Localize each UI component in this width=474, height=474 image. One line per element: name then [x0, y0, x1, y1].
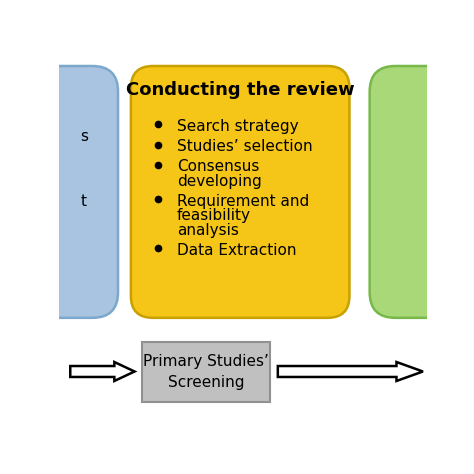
Text: feasibility: feasibility — [177, 208, 251, 223]
Text: Search strategy: Search strategy — [177, 119, 299, 134]
Text: Conducting the review: Conducting the review — [126, 81, 355, 99]
Text: Consensus: Consensus — [177, 159, 259, 174]
FancyBboxPatch shape — [142, 342, 271, 402]
Polygon shape — [70, 362, 135, 381]
Text: t: t — [81, 194, 87, 210]
Text: Requirement and: Requirement and — [177, 193, 309, 209]
Text: Studies’ selection: Studies’ selection — [177, 139, 312, 154]
Text: Data Extraction: Data Extraction — [177, 243, 296, 258]
Text: Primary Studies’
Screening: Primary Studies’ Screening — [143, 354, 269, 390]
Text: analysis: analysis — [177, 223, 239, 238]
FancyBboxPatch shape — [370, 66, 460, 318]
Text: s: s — [80, 129, 88, 144]
Text: developing: developing — [177, 173, 262, 189]
Polygon shape — [278, 362, 423, 381]
FancyBboxPatch shape — [28, 66, 118, 318]
FancyBboxPatch shape — [131, 66, 349, 318]
